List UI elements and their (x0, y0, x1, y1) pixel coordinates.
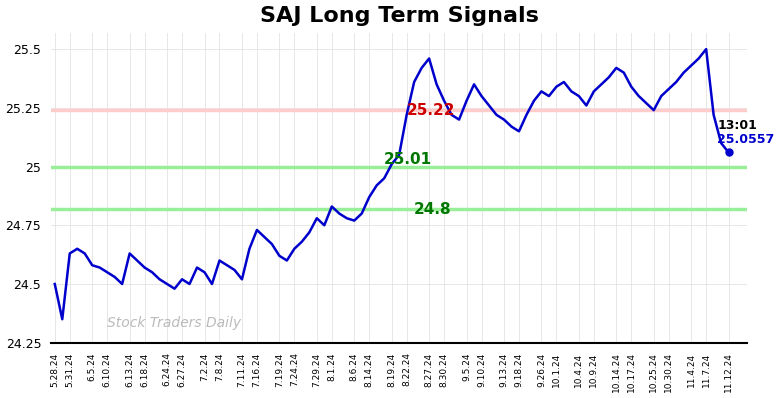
Text: 25.0557: 25.0557 (717, 133, 775, 146)
Text: Stock Traders Daily: Stock Traders Daily (107, 316, 241, 330)
Title: SAJ Long Term Signals: SAJ Long Term Signals (260, 6, 539, 25)
Text: 24.8: 24.8 (414, 201, 452, 217)
Text: 25.01: 25.01 (384, 152, 432, 167)
Text: 13:01: 13:01 (717, 119, 757, 132)
Text: 25.22: 25.22 (407, 103, 456, 118)
